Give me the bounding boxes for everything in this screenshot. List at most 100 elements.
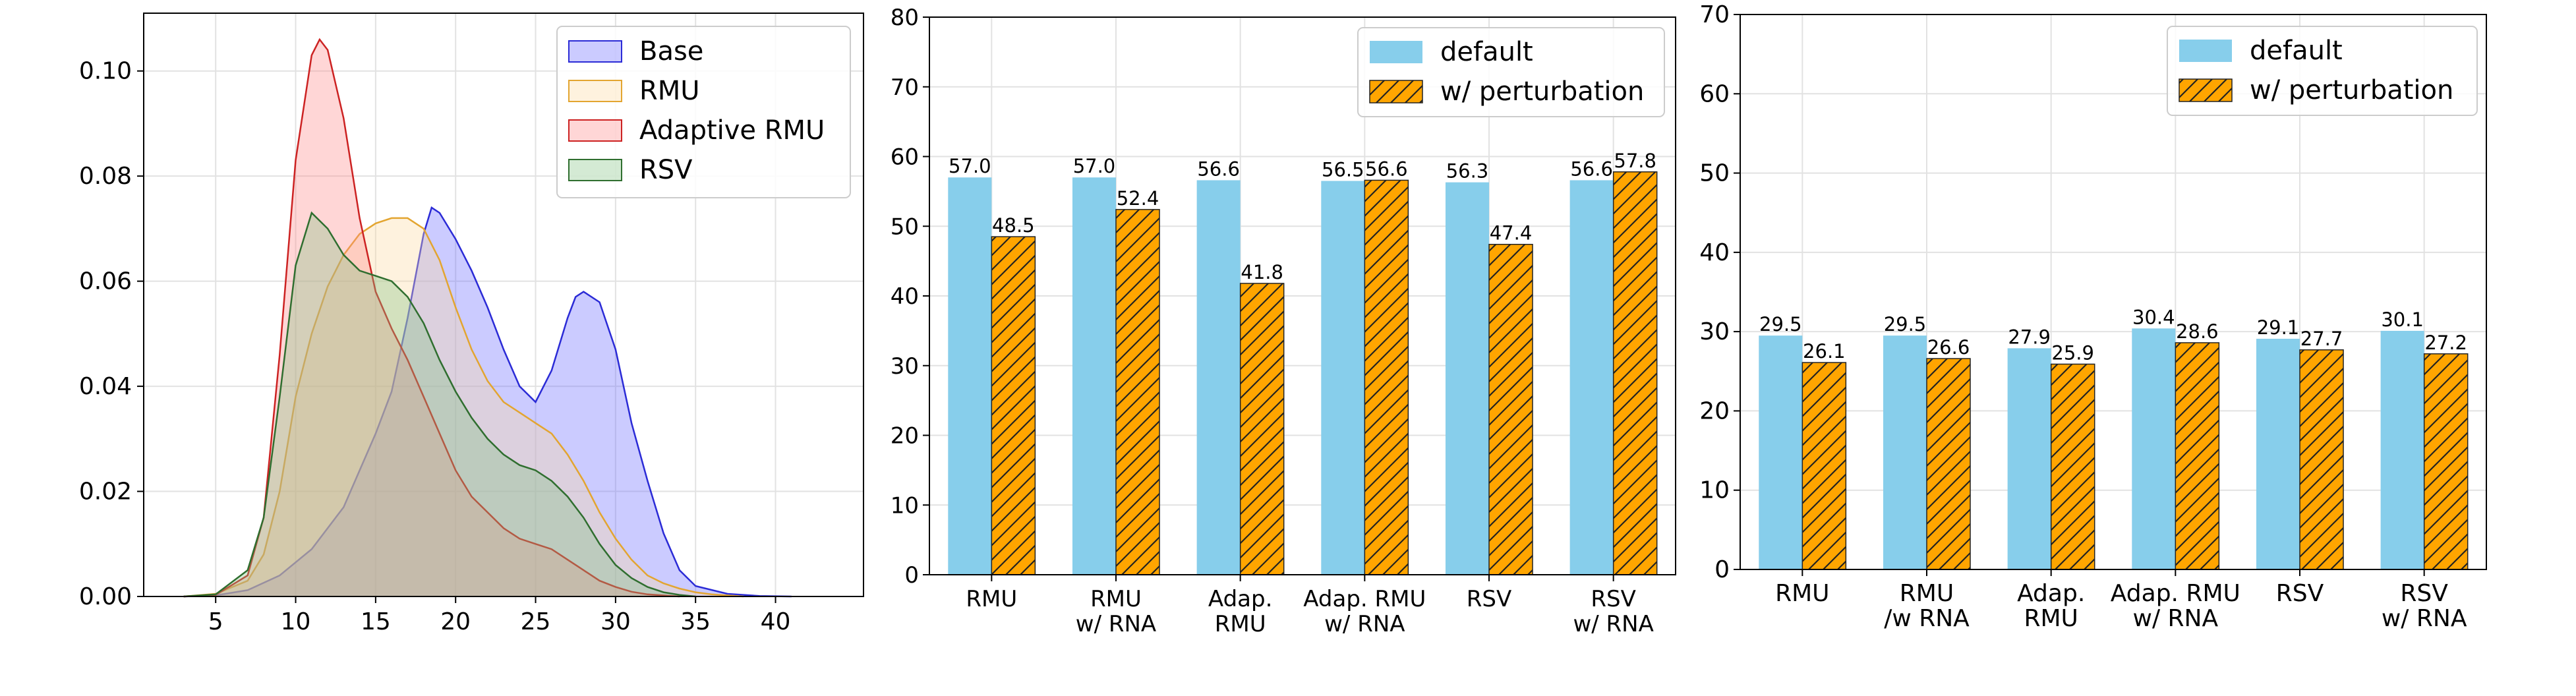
bar-value-label: 56.6: [1365, 158, 1408, 180]
bar-value-label: 57.8: [1614, 150, 1656, 172]
bar-w-perturbation: [2175, 342, 2220, 570]
y-tick-label: 30: [891, 353, 919, 380]
density-area-rmu: [183, 218, 744, 596]
x-tick-label: 20: [440, 608, 471, 635]
bar-default: [1321, 181, 1365, 575]
bar-w-perturbation: [1612, 171, 1658, 575]
density-line-rsv: [183, 211, 696, 598]
legend-box: [2167, 26, 2478, 116]
density-chart: 5 10 15 20 25 30 35 40 0.00 0.02 0.04 0.06 0.08 0.10 B…: [79, 13, 864, 635]
bar-w-perturbation: [1926, 358, 1971, 570]
y-tick-label: 0: [1714, 556, 1730, 583]
x-tick-label: 30: [600, 608, 631, 635]
bar-value-label: 26.6: [1927, 336, 1970, 359]
bar-value-label: 27.2: [2424, 332, 2467, 354]
bar-w-perturbation: [2050, 363, 2095, 570]
y-tick-label: 70: [1699, 1, 1730, 28]
y-tick-label: 0.08: [79, 163, 132, 190]
bar-value-label: 56.5: [1322, 159, 1364, 181]
bar-w-perturbation: [1239, 283, 1285, 575]
bar-default: [1072, 177, 1116, 575]
x-tick-label: 10: [281, 608, 311, 635]
bar-default: [2256, 338, 2300, 569]
bar-value-label: 57.0: [949, 155, 991, 177]
x-tick-label: 35: [680, 608, 711, 635]
bar-value-label: 56.3: [1446, 160, 1489, 183]
bar-w-perturbation: [991, 236, 1036, 575]
legend-swatch: [1370, 41, 1422, 63]
x-tick-label: RSV: [2400, 580, 2448, 607]
bar-value-label: 27.9: [2008, 326, 2051, 348]
y-tick-label: 50: [1699, 160, 1730, 187]
legend-swatch: [568, 119, 622, 142]
x-tick-label: RMU: [2024, 605, 2078, 632]
y-tick-label: 60: [891, 144, 919, 171]
legend-label: RMU: [639, 76, 700, 106]
bar-value-label: 30.1: [2381, 308, 2424, 331]
y-tick-label: 50: [891, 214, 919, 240]
plot-frame: [1740, 14, 2487, 570]
legend-swatch: [568, 159, 622, 181]
bar-default: [1445, 182, 1489, 575]
y-tick-label: 80: [891, 5, 919, 31]
bar-value-label: 28.6: [2176, 320, 2219, 343]
density-line-adaptive-rmu: [183, 38, 680, 598]
x-tick-label: Adap. RMU: [1303, 586, 1426, 612]
x-tick-label: /w RNA: [1884, 605, 1970, 632]
y-tick-label: 30: [1699, 318, 1730, 345]
bar-value-label: 56.6: [1197, 158, 1240, 180]
bar-value-label: 52.4: [1117, 187, 1159, 210]
legend-label: Base: [639, 36, 703, 67]
bar-value-label: 27.7: [2300, 328, 2343, 350]
bar-w-perturbation: [1488, 243, 1533, 575]
legend-label: default: [1440, 37, 1533, 67]
plot-frame: [143, 13, 864, 597]
density-area-rsv: [183, 213, 696, 596]
legend-swatch: [2179, 40, 2232, 62]
y-tick-label: 0.10: [79, 58, 132, 85]
x-tick-label: RSV: [1591, 586, 1635, 612]
y-tick-label: 10: [1699, 477, 1730, 504]
y-tick-label: 60: [1699, 80, 1730, 107]
legend-label: w/ perturbation: [1440, 76, 1644, 107]
x-tick-label: RMU: [1775, 580, 1829, 607]
bar-value-label: 29.5: [1759, 313, 1802, 335]
bar-w-perturbation: [1364, 179, 1409, 575]
density-line-base: [183, 206, 792, 598]
legend-label: Adaptive RMU: [639, 115, 825, 146]
legend-swatch: [568, 40, 622, 63]
y-tick-label: 0.02: [79, 478, 132, 506]
bar-value-label: 41.8: [1241, 261, 1283, 283]
x-tick-label: RSV: [2276, 580, 2324, 607]
x-tick-label: RMU: [1090, 586, 1142, 612]
bar-default: [948, 177, 992, 575]
bar-default: [2132, 328, 2176, 569]
bar-chart-right: 01020304050607029.526.1RMU29.526.6RMU/w …: [1699, 1, 2487, 632]
bar-value-label: 29.5: [1884, 313, 1927, 335]
y-tick-label: 40: [1699, 239, 1730, 266]
bar-w-perturbation: [1115, 209, 1160, 575]
y-tick-label: 20: [891, 423, 919, 450]
density-area-adaptive-rmu: [183, 39, 680, 596]
y-tick-label: 0.04: [79, 373, 132, 400]
legend-label: RSV: [639, 155, 693, 185]
plot-frame: [929, 16, 1676, 575]
legend-box: [1357, 27, 1665, 117]
y-tick-label: 10: [891, 492, 919, 519]
legend-box: [556, 26, 851, 198]
bar-w-perturbation: [2299, 349, 2344, 570]
legend-swatch: [2179, 78, 2233, 102]
x-tick-label: w/ RNA: [2133, 605, 2219, 632]
bar-w-perturbation: [2423, 353, 2469, 570]
x-tick-label: Adap.: [2017, 580, 2085, 607]
y-tick-label: 20: [1699, 397, 1730, 424]
x-tick-label: w/ RNA: [2382, 605, 2467, 632]
bar-value-label: 47.4: [1490, 222, 1533, 245]
bar-default: [1883, 335, 1927, 569]
bar-default: [2380, 330, 2424, 569]
x-tick-label: w/ RNA: [1324, 611, 1405, 637]
x-tick-label: RMU: [1900, 580, 1954, 607]
x-tick-label: RMU: [1215, 611, 1266, 637]
y-tick-label: 0.06: [79, 268, 132, 295]
x-tick-label: Adap. RMU: [2111, 580, 2240, 607]
